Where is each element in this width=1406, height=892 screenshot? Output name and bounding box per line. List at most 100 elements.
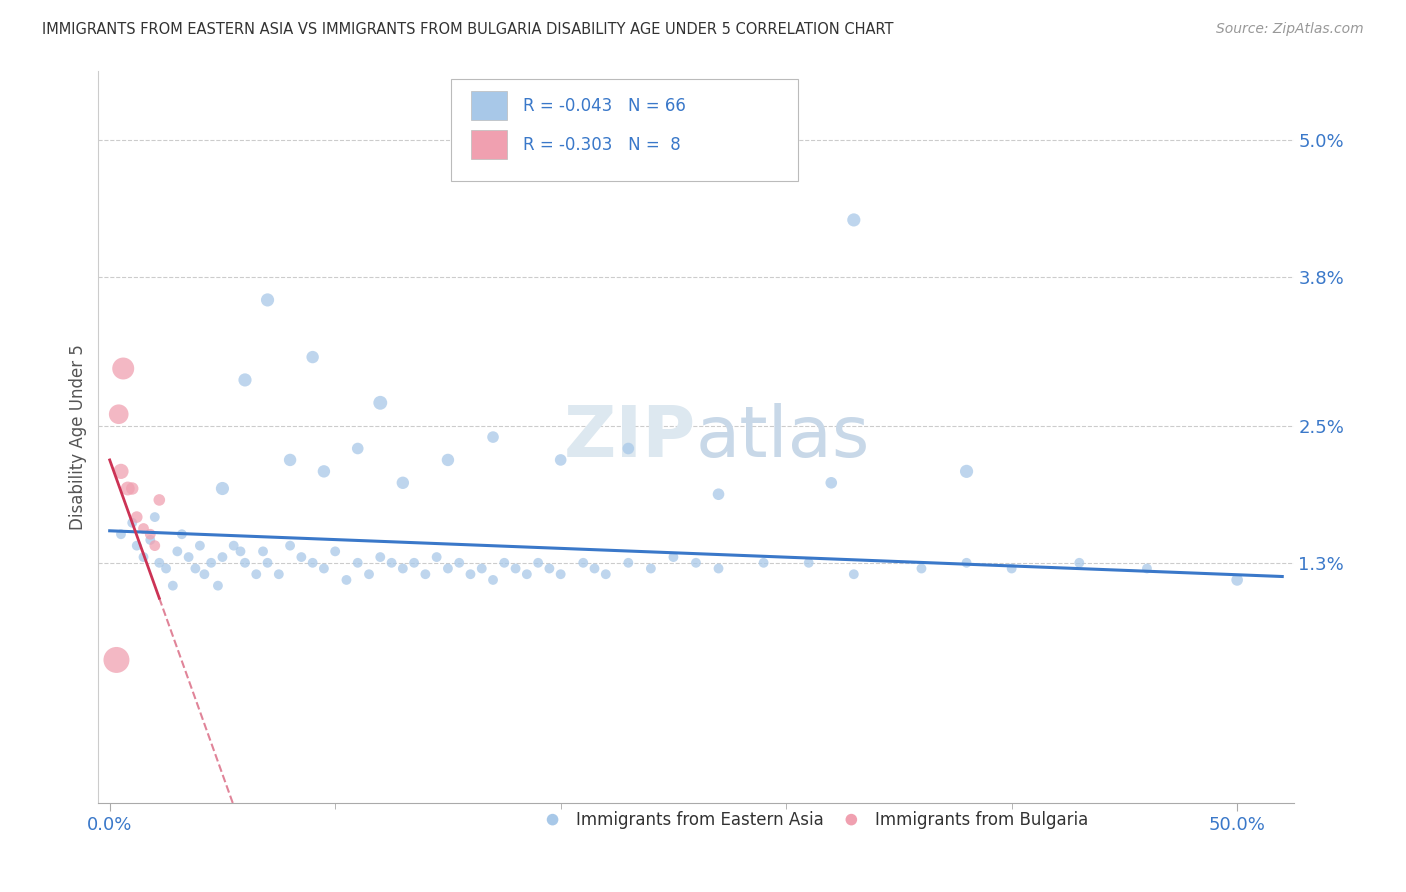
Text: ZIP: ZIP [564, 402, 696, 472]
Point [301, 350, 323, 364]
Point [200, 556, 222, 570]
Point [1226, 573, 1249, 587]
Text: R = -0.043   N = 66: R = -0.043 N = 66 [523, 96, 686, 115]
Point [426, 550, 449, 565]
Point [505, 133, 527, 147]
Point [1069, 556, 1091, 570]
Point [842, 213, 865, 227]
Bar [471, 130, 508, 159]
Point [415, 567, 437, 582]
Point [527, 556, 550, 570]
Point [955, 556, 977, 570]
Point [449, 556, 471, 570]
Text: IMMIGRANTS FROM EASTERN ASIA VS IMMIGRANTS FROM BULGARIA DISABILITY AGE UNDER 5 : IMMIGRANTS FROM EASTERN ASIA VS IMMIGRAN… [42, 22, 894, 37]
Point [125, 539, 148, 553]
Point [188, 539, 211, 553]
Point [1136, 561, 1159, 575]
Point [617, 556, 640, 570]
Point [538, 561, 561, 575]
Point [229, 544, 252, 558]
Point [335, 573, 357, 587]
Point [301, 556, 323, 570]
Point [233, 373, 256, 387]
Point [143, 539, 166, 553]
Point [290, 550, 312, 565]
Point [550, 567, 572, 582]
Point [233, 556, 256, 570]
Point [184, 561, 207, 575]
Point [437, 453, 460, 467]
Point [346, 556, 368, 570]
Point [482, 573, 505, 587]
Point [193, 567, 215, 582]
Point [132, 550, 155, 565]
Point [132, 521, 155, 535]
Point [139, 527, 162, 541]
Point [404, 556, 426, 570]
Point [105, 653, 128, 667]
Text: Immigrants from Eastern Asia: Immigrants from Eastern Asia [576, 811, 824, 829]
Point [252, 544, 274, 558]
Point [278, 539, 301, 553]
Point [955, 464, 977, 478]
Point [177, 550, 200, 565]
Point [505, 561, 527, 575]
Point [368, 550, 391, 565]
Point [207, 579, 229, 593]
Point [910, 561, 932, 575]
Point [460, 567, 482, 582]
Point [392, 475, 415, 490]
Point [211, 550, 233, 565]
Point [312, 561, 335, 575]
Point [162, 579, 184, 593]
Y-axis label: Disability Age Under 5: Disability Age Under 5 [69, 344, 87, 530]
Point [323, 544, 346, 558]
Point [820, 475, 842, 490]
Point [583, 561, 606, 575]
Point [572, 556, 595, 570]
Point [380, 556, 402, 570]
Point [346, 442, 368, 456]
Bar [471, 91, 508, 120]
Point [662, 550, 685, 565]
Point [471, 561, 494, 575]
Point [707, 561, 730, 575]
Point [368, 396, 391, 410]
Point [121, 516, 143, 530]
Point [482, 430, 505, 444]
Point [516, 567, 538, 582]
Point [245, 567, 267, 582]
Point [211, 482, 233, 496]
Point [110, 464, 132, 478]
Point [117, 482, 139, 496]
Point [125, 510, 148, 524]
Point [139, 533, 162, 547]
Point [107, 407, 129, 421]
Point [392, 561, 415, 575]
Text: Source: ZipAtlas.com: Source: ZipAtlas.com [1216, 22, 1364, 37]
Text: atlas: atlas [696, 402, 870, 472]
Point [256, 556, 278, 570]
Point [550, 453, 572, 467]
Point [148, 556, 170, 570]
Point [143, 510, 166, 524]
FancyBboxPatch shape [451, 78, 797, 181]
Point [494, 556, 516, 570]
Point [640, 561, 662, 575]
Point [155, 561, 177, 575]
Point [752, 556, 775, 570]
Point [222, 539, 245, 553]
Point [166, 544, 188, 558]
Point [685, 556, 707, 570]
Point [312, 464, 335, 478]
Point [437, 561, 460, 575]
Point [842, 567, 865, 582]
Point [707, 487, 730, 501]
Point [256, 293, 278, 307]
Point [357, 567, 380, 582]
Point [1001, 561, 1024, 575]
Point [617, 442, 640, 456]
Text: R = -0.303   N =  8: R = -0.303 N = 8 [523, 136, 681, 153]
Point [112, 361, 135, 376]
Point [595, 567, 617, 582]
